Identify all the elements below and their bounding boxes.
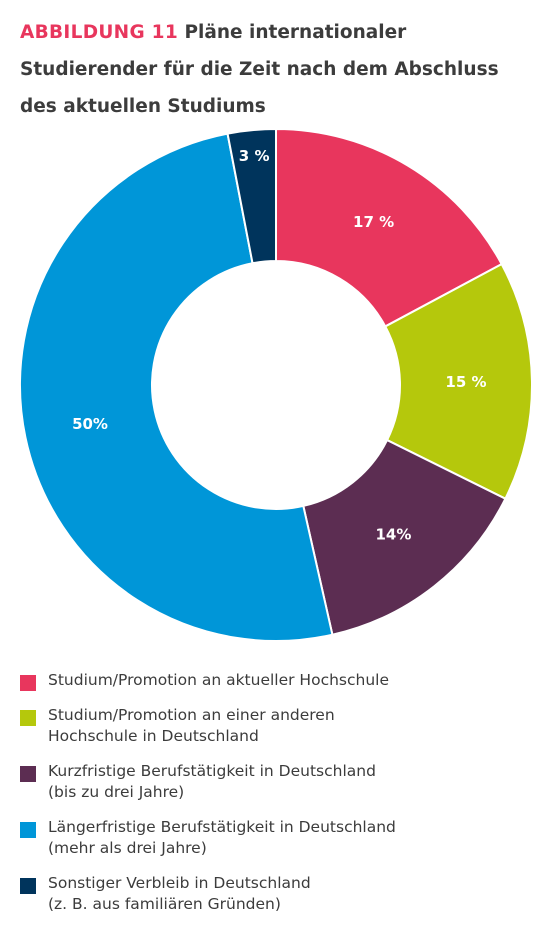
legend-swatch-2 [20, 710, 36, 726]
legend-label-1: Studium/Promotion an aktueller Hochschul… [48, 671, 389, 689]
donut-slice-2 [383, 262, 533, 501]
legend-item-5: Sonstiger Verbleib in Deutschland (z. B. … [20, 873, 540, 915]
legend-swatch-4 [20, 822, 36, 838]
legend-item-4: Längerfristige Berufstätigkeit in Deutsc… [20, 817, 540, 859]
slice-value-label-2: 15 % [445, 373, 486, 391]
legend-item-2: Studium/Promotion an einer anderen Hochsc… [20, 705, 540, 747]
legend-swatch-3 [20, 766, 36, 782]
legend-label-3: Kurzfristige Berufstätigkeit in Deutschl… [48, 762, 376, 780]
donut-chart: 17 % 15 % 14% 50% 3 % [19, 127, 533, 642]
legend-sublabel-4: (mehr als drei Jahre) [48, 839, 207, 857]
donut-labels: 17 % 15 % 14% 50% 3 % [72, 147, 486, 543]
legend-label-2: Studium/Promotion an einer anderen [48, 706, 335, 724]
slice-value-label-4: 50% [72, 415, 108, 433]
legend-sublabel-5: (z. B. aus familiären Gründen) [48, 895, 281, 913]
figure-title: Pläne internationaler Studierender für d… [20, 22, 499, 117]
legend-sublabel-3: (bis zu drei Jahre) [48, 783, 185, 801]
legend-item-3: Kurzfristige Berufstätigkeit in Deutschl… [20, 761, 540, 803]
donut-slice-3 [302, 438, 507, 636]
donut-slice-4 [19, 132, 334, 642]
legend: Studium/Promotion an aktueller Hochschul… [20, 670, 540, 929]
chart-title: ABBILDUNG 11 Pläne internationaler Studi… [20, 14, 540, 125]
legend-label-4: Längerfristige Berufstätigkeit in Deutsc… [48, 818, 396, 836]
slice-value-label-1: 17 % [353, 213, 394, 231]
legend-label-5: Sonstiger Verbleib in Deutschland [48, 874, 311, 892]
donut-slice-5 [226, 127, 277, 265]
figure-number: ABBILDUNG 11 [20, 22, 179, 43]
legend-swatch-1 [20, 675, 36, 691]
donut-slice-1 [275, 127, 504, 328]
legend-swatch-5 [20, 878, 36, 894]
donut-slices [19, 127, 533, 642]
slice-value-label-3: 14% [375, 525, 411, 543]
legend-item-1: Studium/Promotion an aktueller Hochschul… [20, 670, 540, 691]
slice-value-label-5: 3 % [239, 147, 270, 165]
legend-sublabel-2: Hochschule in Deutschland [48, 727, 259, 745]
